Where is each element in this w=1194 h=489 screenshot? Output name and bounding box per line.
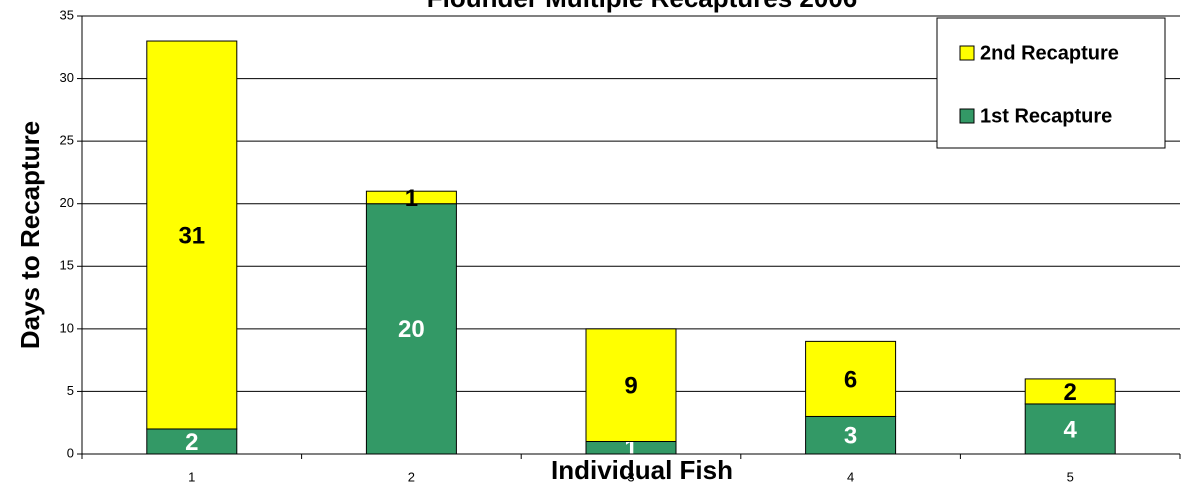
x-tick-label: 3: [627, 469, 634, 484]
x-tick-label: 4: [847, 469, 854, 484]
bar-segment: [365, 190, 457, 205]
value-label: 31: [178, 222, 205, 249]
x-tick-label: 2: [408, 469, 415, 484]
x-tick-label: 1: [188, 469, 195, 484]
bar-segment: [365, 203, 457, 455]
value-label: 20: [398, 316, 425, 343]
legend-box: [936, 17, 1166, 149]
value-label: 3: [844, 423, 857, 450]
value-label: 2: [185, 429, 198, 456]
value-label: 4: [1064, 416, 1078, 443]
value-label: 1: [405, 185, 418, 212]
y-tick-label: 10: [60, 320, 74, 335]
value-label: 9: [624, 373, 637, 400]
legend-label: 2nd Recapture: [980, 42, 1119, 64]
y-tick-label: 30: [60, 70, 74, 85]
bar-segment: [805, 340, 897, 417]
y-tick-label: 20: [60, 195, 74, 210]
y-tick-label: 25: [60, 133, 74, 148]
bar-segment: [1024, 378, 1116, 405]
value-label: 2: [1064, 379, 1077, 406]
y-tick-label: 35: [60, 7, 74, 22]
x-axis-title: Individual Fish: [551, 455, 733, 485]
x-tick-label: 5: [1067, 469, 1074, 484]
value-label: 6: [844, 366, 857, 393]
legend-swatch: [959, 45, 975, 61]
bar-segment: [585, 328, 677, 442]
chart-title: Flounder Multiple Recaptures 2006: [427, 0, 858, 13]
bar-segment: [146, 428, 238, 455]
y-axis-title: Days to Recapture: [15, 121, 45, 349]
y-tick-label: 15: [60, 258, 74, 273]
legend-label: 1st Recapture: [980, 105, 1112, 127]
bar-segment: [1024, 403, 1116, 455]
legend-swatch: [959, 108, 975, 124]
bar-segment: [146, 40, 238, 430]
y-tick-label: 0: [67, 445, 74, 460]
y-tick-label: 5: [67, 383, 74, 398]
